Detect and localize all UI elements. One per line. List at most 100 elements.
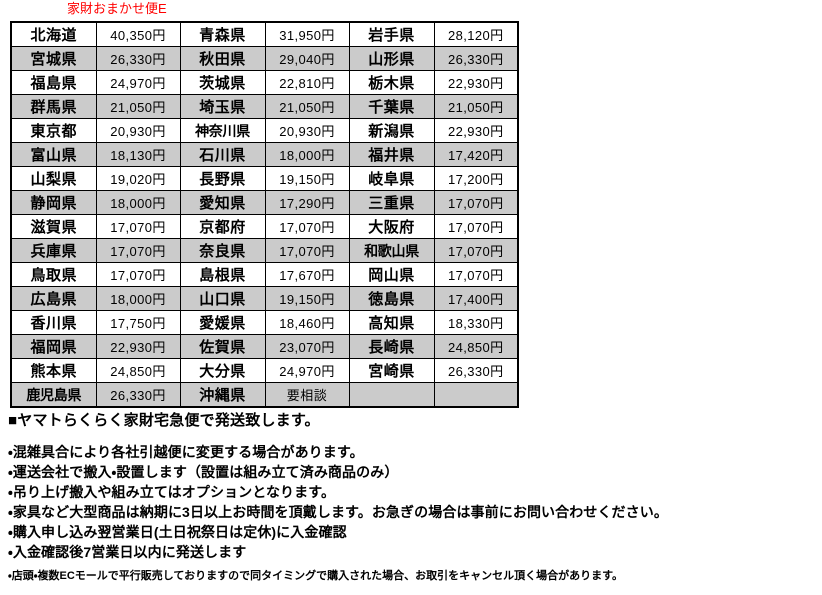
notes-heading: ■ヤマトらくらく家財宅急便で発送致します。 xyxy=(8,412,320,429)
prefecture-cell: 鹿児島県 xyxy=(10,382,97,408)
fee-cell: 22,930円 xyxy=(433,118,519,143)
fee-cell: 23,070円 xyxy=(264,334,350,359)
fee-cell: 17,070円 xyxy=(433,262,519,287)
table-row: 熊本県 24,850円 大分県 24,970円 宮崎県 26,330円 xyxy=(10,358,519,383)
fee-cell: 24,850円 xyxy=(95,358,181,383)
prefecture-cell: 徳島県 xyxy=(348,286,435,311)
prefecture-cell: 山口県 xyxy=(179,286,266,311)
prefecture-cell: 島根県 xyxy=(179,262,266,287)
fee-cell: 26,330円 xyxy=(433,46,519,71)
notes-line: ・運送会社で搬入・設置します（設置は組み立て済み商品のみ） xyxy=(8,464,399,480)
prefecture-cell: 秋田県 xyxy=(179,46,266,71)
prefecture-cell: 広島県 xyxy=(10,286,97,311)
fee-cell: 19,150円 xyxy=(264,166,350,191)
notes-line: ・入金確認後7営業日以内に発送します xyxy=(8,544,247,560)
fee-cell: 18,000円 xyxy=(95,286,181,311)
prefecture-cell: 宮城県 xyxy=(10,46,97,71)
notes-line: ・吊り上げ搬入や組み立てはオプションとなります。 xyxy=(8,484,336,500)
table-row: 鹿児島県 26,330円 沖縄県 要相談 xyxy=(10,382,519,408)
prefecture-cell: 福島県 xyxy=(10,70,97,95)
prefecture-cell: 愛媛県 xyxy=(179,310,266,335)
prefecture-cell: 岩手県 xyxy=(348,21,435,47)
fee-cell: 17,070円 xyxy=(433,214,519,239)
prefecture-cell: 福井県 xyxy=(348,142,435,167)
fee-cell: 18,460円 xyxy=(264,310,350,335)
fee-cell: 17,070円 xyxy=(433,190,519,215)
fee-cell: 17,070円 xyxy=(264,238,350,263)
fee-cell: 26,330円 xyxy=(433,358,519,383)
notes-line: ・家具など大型商品は納期に3日以上お時間を頂戴します。お急ぎの場合は事前にお問い… xyxy=(8,504,668,520)
fee-cell: 19,020円 xyxy=(95,166,181,191)
prefecture-cell: 東京都 xyxy=(10,118,97,143)
prefecture-cell: 熊本県 xyxy=(10,358,97,383)
fee-cell: 31,950円 xyxy=(264,21,350,47)
prefecture-cell: 群馬県 xyxy=(10,94,97,119)
fee-cell: 17,200円 xyxy=(433,166,519,191)
fee-cell: 24,970円 xyxy=(264,358,350,383)
prefecture-cell: 福岡県 xyxy=(10,334,97,359)
fee-cell: 28,120円 xyxy=(433,21,519,47)
prefecture-cell: 兵庫県 xyxy=(10,238,97,263)
prefecture-cell: 佐賀県 xyxy=(179,334,266,359)
notes-line: ・購入申し込み翌営業日(土日祝祭日は定休)に入金確認 xyxy=(8,524,347,540)
table-row: 香川県 17,750円 愛媛県 18,460円 高知県 18,330円 xyxy=(10,310,519,335)
fee-cell: 40,350円 xyxy=(95,21,181,47)
table-row: 滋賀県 17,070円 京都府 17,070円 大阪府 17,070円 xyxy=(10,214,519,239)
fee-cell: 20,930円 xyxy=(95,118,181,143)
empty-cell xyxy=(433,382,519,408)
prefecture-cell: 山形県 xyxy=(348,46,435,71)
prefecture-cell: 滋賀県 xyxy=(10,214,97,239)
fee-cell: 17,070円 xyxy=(433,238,519,263)
table-row: 広島県 18,000円 山口県 19,150円 徳島県 17,400円 xyxy=(10,286,519,311)
table-row: 福島県 24,970円 茨城県 22,810円 栃木県 22,930円 xyxy=(10,70,519,95)
notes-fine-print: ・店頭・複数ECモールで平行販売しておりますので同タイミングで購入された場合、お… xyxy=(8,570,623,582)
fee-cell: 17,750円 xyxy=(95,310,181,335)
fee-cell: 24,970円 xyxy=(95,70,181,95)
fee-cell: 18,000円 xyxy=(264,142,350,167)
fee-cell: 21,050円 xyxy=(433,94,519,119)
table-row: 群馬県 21,050円 埼玉県 21,050円 千葉県 21,050円 xyxy=(10,94,519,119)
fee-cell: 17,670円 xyxy=(264,262,350,287)
prefecture-cell: 神奈川県 xyxy=(179,118,266,143)
prefecture-cell: 岡山県 xyxy=(348,262,435,287)
prefecture-cell: 岐阜県 xyxy=(348,166,435,191)
notes-line: ・混雑具合により各社引越便に変更する場合があります。 xyxy=(8,444,364,460)
fee-cell: 17,070円 xyxy=(95,238,181,263)
prefecture-cell: 静岡県 xyxy=(10,190,97,215)
prefecture-cell: 富山県 xyxy=(10,142,97,167)
fee-cell: 29,040円 xyxy=(264,46,350,71)
prefecture-cell: 大分県 xyxy=(179,358,266,383)
prefecture-cell: 新潟県 xyxy=(348,118,435,143)
fee-cell: 18,000円 xyxy=(95,190,181,215)
fee-cell: 21,050円 xyxy=(264,94,350,119)
prefecture-cell: 京都府 xyxy=(179,214,266,239)
shipping-notes: ■ヤマトらくらく家財宅急便で発送致します。 ・混雑具合により各社引越便に変更する… xyxy=(8,410,814,585)
prefecture-cell: 高知県 xyxy=(348,310,435,335)
fee-cell: 18,130円 xyxy=(95,142,181,167)
fee-cell: 22,930円 xyxy=(95,334,181,359)
table-row: 山梨県 19,020円 長野県 19,150円 岐阜県 17,200円 xyxy=(10,166,519,191)
prefecture-cell: 沖縄県 xyxy=(179,382,266,408)
notes-line-list: ・混雑具合により各社引越便に変更する場合があります。・運送会社で搬入・設置します… xyxy=(8,442,814,562)
prefecture-cell: 香川県 xyxy=(10,310,97,335)
table-row: 兵庫県 17,070円 奈良県 17,070円 和歌山県 17,070円 xyxy=(10,238,519,263)
prefecture-cell: 和歌山県 xyxy=(348,238,435,263)
fee-cell: 22,930円 xyxy=(433,70,519,95)
table-row: 北海道 40,350円 青森県 31,950円 岩手県 28,120円 xyxy=(10,21,519,47)
prefecture-cell: 栃木県 xyxy=(348,70,435,95)
prefecture-cell: 千葉県 xyxy=(348,94,435,119)
table-row: 富山県 18,130円 石川県 18,000円 福井県 17,420円 xyxy=(10,142,519,167)
fee-cell: 17,070円 xyxy=(264,214,350,239)
prefecture-cell: 北海道 xyxy=(10,21,97,47)
prefecture-cell: 鳥取県 xyxy=(10,262,97,287)
fee-cell: 17,420円 xyxy=(433,142,519,167)
prefecture-cell: 長野県 xyxy=(179,166,266,191)
empty-cell xyxy=(348,382,435,408)
table-row: 東京都 20,930円 神奈川県 20,930円 新潟県 22,930円 xyxy=(10,118,519,143)
page-title: 家財おまかせ便E xyxy=(67,1,167,16)
shipping-fee-table: 北海道 40,350円 青森県 31,950円 岩手県 28,120円 宮城県 26,330円… xyxy=(10,21,519,408)
prefecture-cell: 長崎県 xyxy=(348,334,435,359)
prefecture-cell: 茨城県 xyxy=(179,70,266,95)
prefecture-cell: 青森県 xyxy=(179,21,266,47)
fee-cell: 要相談 xyxy=(264,382,350,408)
